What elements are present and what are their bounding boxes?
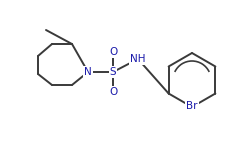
Text: O: O: [109, 47, 117, 57]
Text: Br: Br: [186, 101, 198, 111]
Text: S: S: [110, 67, 116, 77]
Text: O: O: [109, 87, 117, 97]
Text: N: N: [84, 67, 92, 77]
Text: NH: NH: [130, 54, 146, 64]
